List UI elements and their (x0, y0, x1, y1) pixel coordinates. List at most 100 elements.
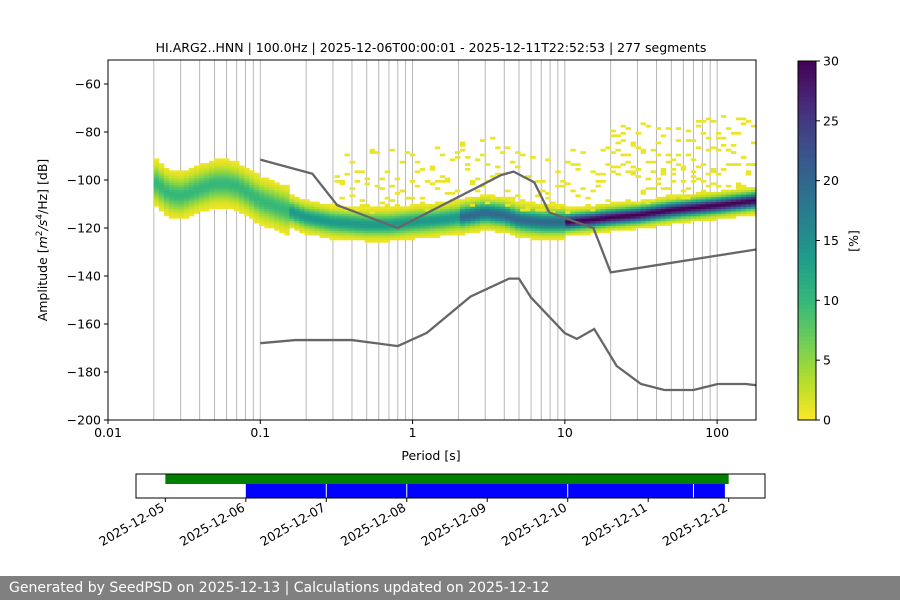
pdf-cell (720, 199, 727, 202)
pdf-cell (168, 199, 175, 202)
pdf-cell (204, 189, 210, 193)
pdf-cell (249, 172, 255, 176)
pdf-cell (735, 204, 742, 207)
pdf-cell (520, 199, 526, 202)
pdf-cell (520, 230, 526, 234)
pdf-cell (334, 220, 340, 224)
pdf-cell (329, 213, 335, 217)
pdf-cell (469, 201, 476, 205)
colorbar-segment (798, 208, 816, 214)
pdf-cell (269, 192, 275, 195)
pdf-cell (354, 232, 360, 236)
pdf-cell (635, 213, 641, 217)
pdf-cell (209, 172, 215, 176)
pdf-cell (173, 208, 180, 212)
pdf-cell (620, 132, 626, 135)
pdf-cell (419, 208, 426, 212)
pdf-cell (555, 232, 561, 236)
pdf-cell (324, 230, 330, 234)
pdf-cell (600, 218, 606, 222)
pdf-cell (595, 208, 601, 212)
pdf-cell (685, 213, 692, 217)
pdf-cell (394, 204, 401, 207)
pdf-cell (485, 213, 491, 217)
pdf-cell (700, 189, 707, 193)
pdf-cell (329, 228, 335, 231)
pdf-cell (219, 201, 225, 205)
pdf-cell (550, 218, 556, 222)
pdf-cell (183, 201, 190, 205)
pdf-cell (369, 232, 376, 236)
pdf-cell (510, 208, 516, 212)
colorbar-segment (798, 200, 816, 206)
pdf-cell (580, 232, 586, 236)
pdf-cell (444, 225, 451, 229)
pdf-cell (660, 134, 667, 138)
pdf-cell (334, 225, 340, 229)
pdf-cell (264, 196, 270, 200)
pdf-cell (204, 194, 210, 198)
pdf-cell (480, 228, 486, 231)
pdf-cell (219, 175, 225, 178)
pdf-cell (515, 204, 521, 207)
pdf-cell (725, 196, 732, 200)
pdf-cell (364, 177, 371, 181)
pdf-cell (219, 184, 225, 188)
pdf-cell (349, 225, 355, 229)
pdf-cell (244, 206, 250, 210)
pdf-cell (229, 168, 235, 171)
pdf-cell (173, 196, 180, 200)
pdf-cell (490, 220, 496, 224)
pdf-cell (259, 206, 265, 210)
pdf-cell (600, 211, 606, 214)
pdf-cell (389, 199, 396, 202)
pdf-cell (224, 170, 230, 174)
pdf-cell (374, 184, 381, 188)
pdf-cell (495, 220, 501, 224)
pdf-cell (319, 204, 325, 207)
pdf-cell (334, 213, 340, 217)
colorbar-segment (798, 196, 816, 202)
colorbar-segment (798, 288, 816, 293)
pdf-cell (700, 199, 707, 202)
pdf-cell (419, 232, 426, 236)
pdf-cell (224, 180, 230, 183)
pdf-cell (700, 218, 707, 222)
pdf-cell (650, 201, 657, 205)
pdf-cell (680, 180, 687, 183)
pdf-cell (535, 206, 541, 210)
pdf-cell (199, 206, 205, 210)
pdf-cell (409, 180, 416, 183)
y-tick-label: −160 (67, 317, 101, 332)
pdf-cell (610, 225, 616, 229)
pdf-cell (469, 230, 476, 234)
pdf-cell (715, 194, 722, 198)
pdf-cell (209, 184, 215, 188)
pdf-cell (515, 213, 521, 217)
colorbar-segment (798, 132, 816, 138)
pdf-cell (585, 216, 591, 219)
pdf-cell (178, 184, 185, 188)
pdf-cell (168, 206, 175, 210)
pdf-cell (158, 206, 165, 210)
pdf-cell (595, 213, 601, 217)
pdf-cell (690, 216, 697, 219)
pdf-cell (700, 206, 707, 210)
pdf-cell (515, 211, 521, 214)
colorbar-segment (798, 152, 816, 158)
pdf-cell (224, 177, 230, 181)
pdf-cell (690, 196, 697, 200)
pdf-cell (429, 220, 436, 224)
pdf-cell (294, 211, 300, 214)
colorbar-segment (798, 408, 816, 413)
pdf-cell (560, 184, 566, 188)
pdf-cell (168, 192, 175, 195)
pdf-cell (510, 160, 516, 164)
pdf-cell (349, 235, 355, 238)
pdf-cell (254, 180, 260, 183)
pdf-cell (183, 180, 190, 183)
pdf-cell (550, 235, 556, 238)
pdf-cell (735, 187, 742, 190)
pdf-cell (219, 163, 225, 166)
pdf-cell (209, 175, 215, 178)
